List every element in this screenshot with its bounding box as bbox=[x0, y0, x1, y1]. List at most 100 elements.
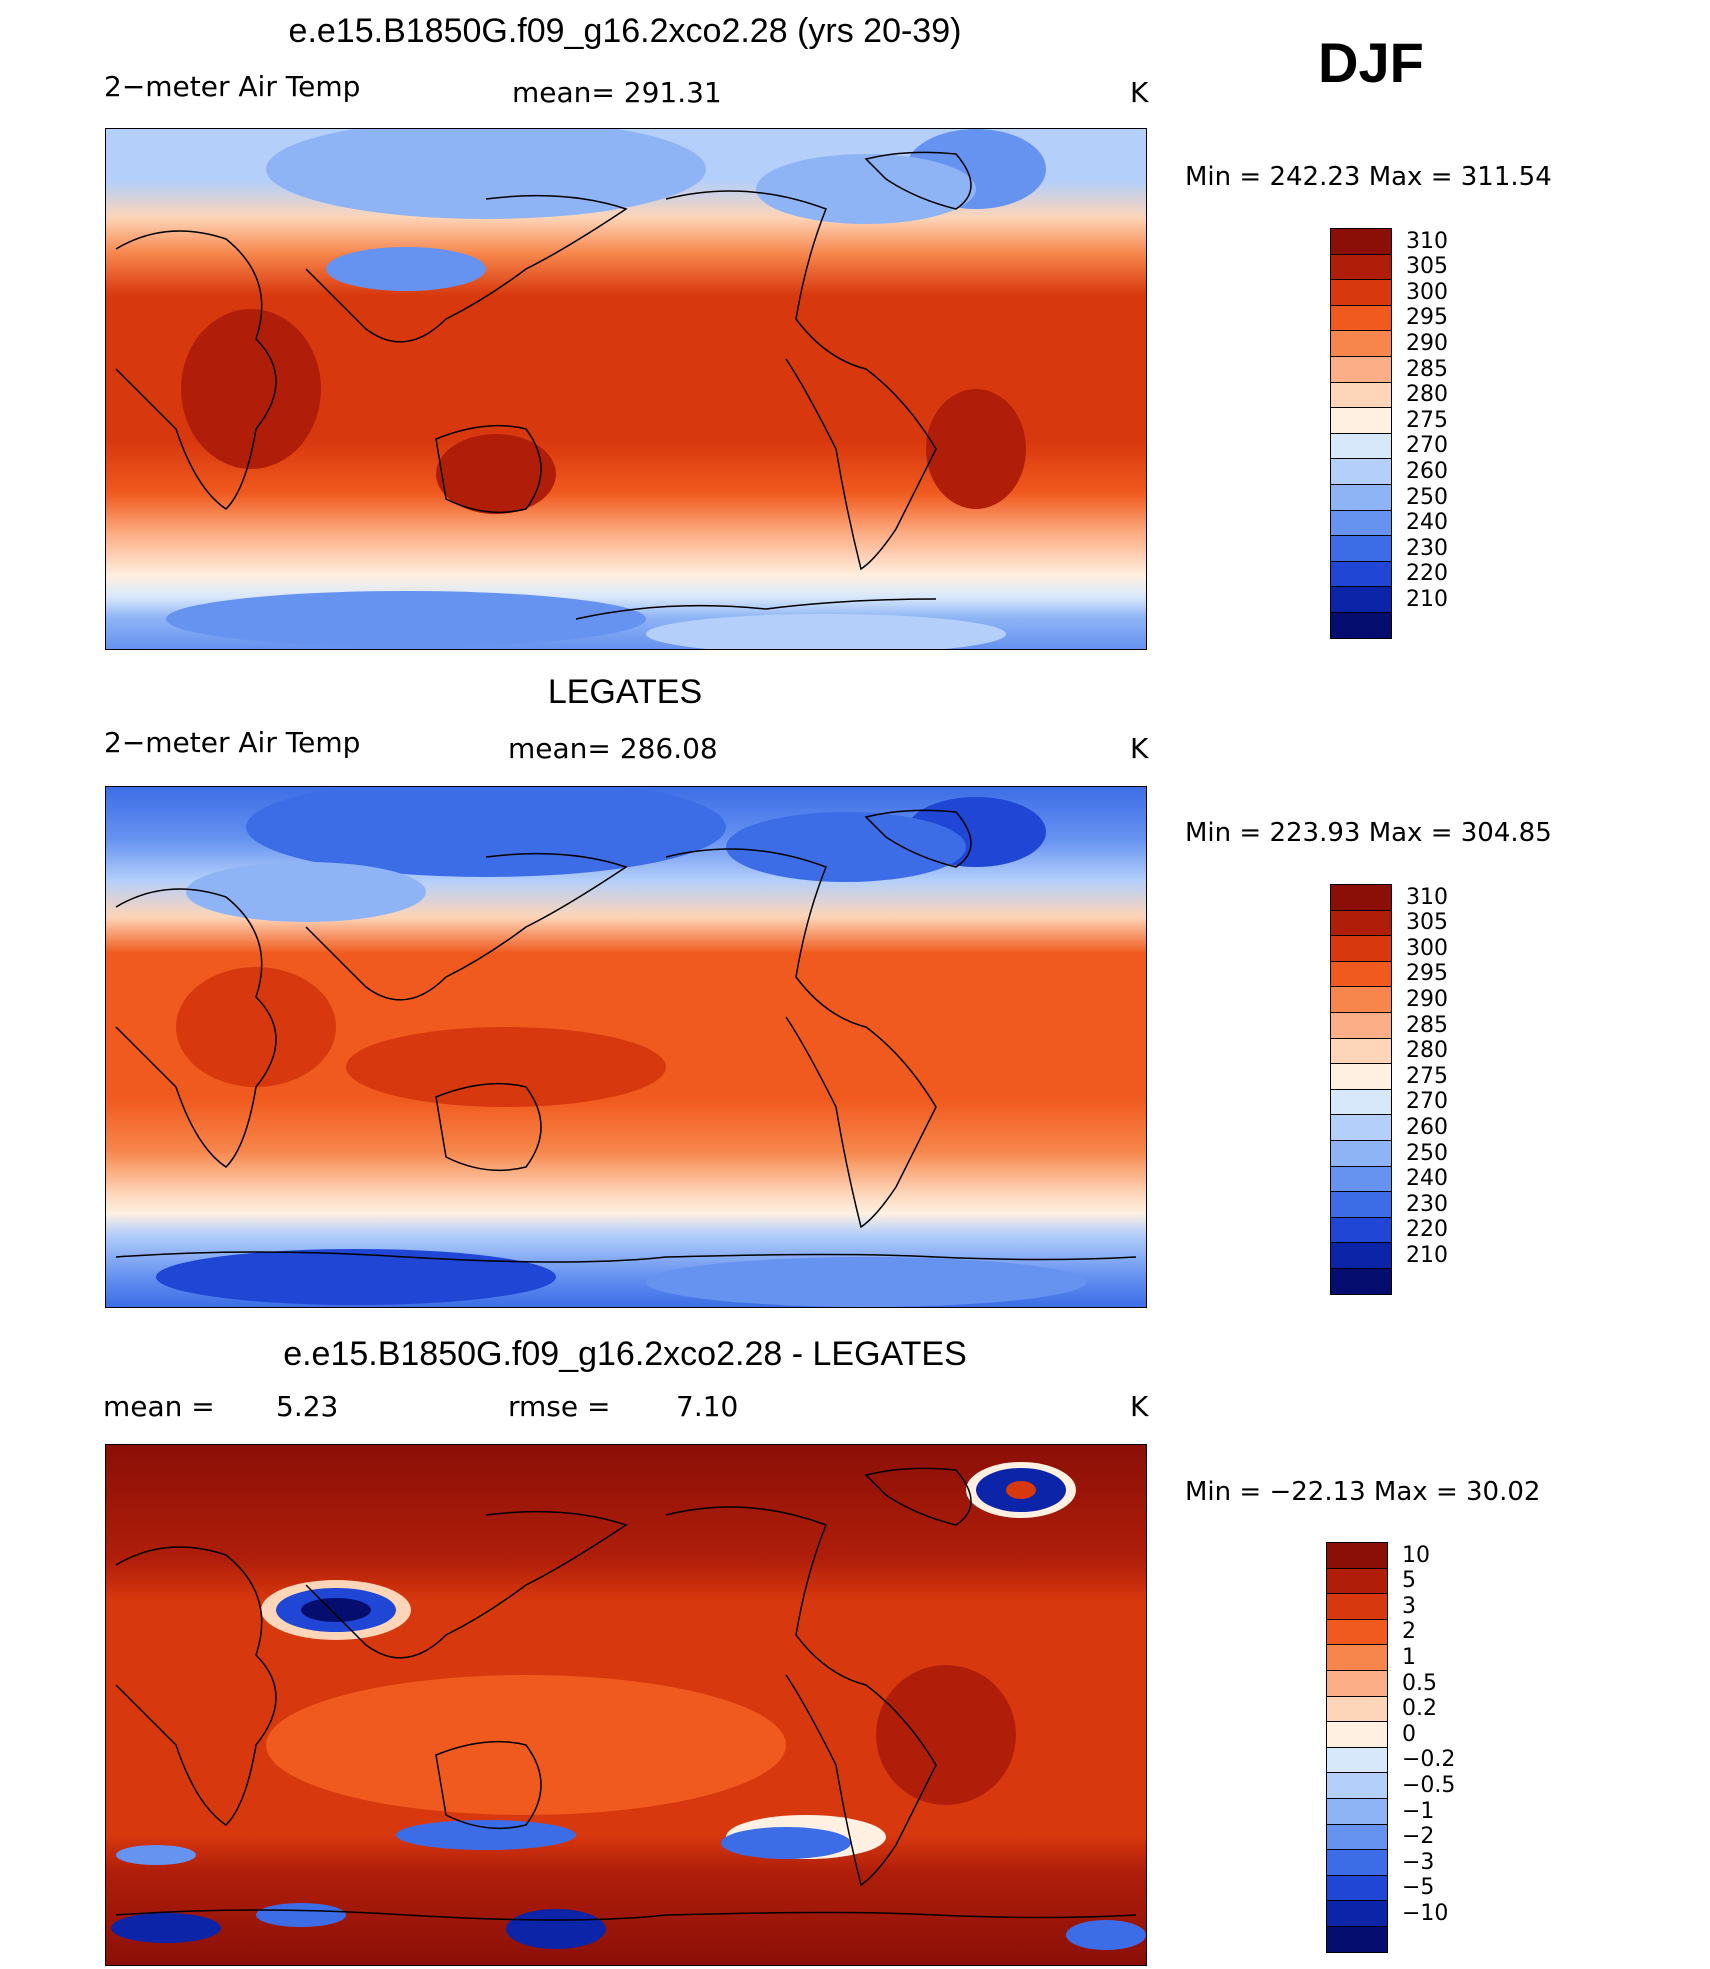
antarctic-cold-1 bbox=[156, 1249, 556, 1305]
colorbar-label: 260 bbox=[1406, 459, 1448, 484]
colorbar-swatch bbox=[1330, 535, 1392, 563]
colorbar-swatch bbox=[1330, 253, 1392, 281]
panel-2-coastlines bbox=[115, 809, 1137, 1263]
panel-3-map-svg bbox=[106, 1445, 1146, 1965]
colorbar-swatch bbox=[1330, 1191, 1392, 1219]
panel-3-rmse-label: rmse = bbox=[508, 1390, 611, 1423]
coast-americas bbox=[665, 1506, 937, 1887]
antarctic-cold-1 bbox=[166, 591, 646, 647]
europe-cool bbox=[186, 862, 426, 922]
colorbar-label: 310 bbox=[1406, 228, 1448, 254]
colorbar-label: 230 bbox=[1406, 535, 1448, 561]
panel-3-coastlines bbox=[115, 1467, 1137, 1921]
coast-antarctica bbox=[115, 1251, 1137, 1263]
colorbar-swatch bbox=[1330, 1114, 1392, 1142]
colorbar-label: −5 bbox=[1402, 1875, 1435, 1901]
colorbar-swatch bbox=[1330, 1012, 1392, 1040]
colorbar-label: 270 bbox=[1406, 1089, 1448, 1115]
colorbar-label: −3 bbox=[1402, 1849, 1435, 1875]
colorbar-label: −1 bbox=[1402, 1798, 1435, 1824]
panel-1-coastlines bbox=[115, 151, 972, 620]
colorbar-swatch bbox=[1330, 986, 1392, 1014]
colorbar-label: 210 bbox=[1406, 1243, 1448, 1268]
colorbar-label: 275 bbox=[1406, 1063, 1448, 1089]
coast-asia bbox=[305, 194, 628, 343]
colorbar-swatch bbox=[1326, 1900, 1388, 1928]
colorbar-swatch bbox=[1330, 884, 1392, 912]
antarctic-cold-2 bbox=[646, 614, 1006, 649]
coast-australia bbox=[435, 1082, 542, 1172]
colorbar-swatch bbox=[1330, 407, 1392, 435]
colorbar-swatch bbox=[1326, 1823, 1388, 1851]
panel-2-title: LEGATES bbox=[547, 673, 703, 711]
colorbar-swatch bbox=[1326, 1542, 1388, 1570]
colorbar-label: 300 bbox=[1406, 279, 1448, 305]
coast-antarctica bbox=[115, 1909, 1137, 1921]
panel-3-units: K bbox=[1130, 1390, 1149, 1423]
colorbar-swatch bbox=[1330, 1037, 1392, 1065]
colorbar-label: 260 bbox=[1406, 1115, 1448, 1140]
colorbar-label: 300 bbox=[1406, 935, 1448, 961]
colorbar-label: 310 bbox=[1406, 884, 1448, 910]
colorbar-label: 285 bbox=[1406, 1012, 1448, 1038]
colorbar-swatch bbox=[1330, 356, 1392, 384]
panel-1-features bbox=[166, 129, 1046, 649]
colorbar-swatch bbox=[1330, 935, 1392, 963]
colorbar-label: 290 bbox=[1406, 331, 1448, 356]
panel-3-mean-label: mean = bbox=[103, 1390, 215, 1423]
colorbar-swatch bbox=[1326, 1670, 1388, 1698]
panel-2-features bbox=[156, 787, 1086, 1307]
colorbar-label: 240 bbox=[1406, 510, 1448, 536]
tibet-strong-negative bbox=[301, 1598, 371, 1622]
south-america-warm bbox=[876, 1665, 1016, 1805]
colorbar-swatch bbox=[1326, 1746, 1388, 1774]
colorbar-swatch bbox=[1330, 960, 1392, 988]
greenland-center bbox=[1006, 1481, 1036, 1499]
antarctic-negative-1 bbox=[111, 1913, 221, 1943]
colorbar-swatch bbox=[1330, 458, 1392, 486]
panel-3-rmse-value: 7.10 bbox=[676, 1390, 739, 1423]
coast-africa-europe bbox=[115, 230, 277, 510]
panel-2-variable-label: 2−meter Air Temp bbox=[104, 726, 361, 759]
coast-greenland bbox=[864, 1467, 972, 1526]
colorbar-swatch bbox=[1326, 1874, 1388, 1902]
siberia-cold bbox=[266, 129, 706, 219]
siberia-cold bbox=[246, 787, 726, 877]
coast-antarctica bbox=[575, 598, 937, 620]
colorbar-swatch bbox=[1330, 304, 1392, 332]
colorbar-label: 240 bbox=[1406, 1166, 1448, 1192]
colorbar-label: 210 bbox=[1406, 587, 1448, 612]
colorbar-swatch bbox=[1330, 509, 1392, 537]
panel-3-title: e.e15.B1850G.f09_g16.2xco2.28 - LEGATES bbox=[283, 1335, 967, 1373]
colorbar-swatch bbox=[1330, 1063, 1392, 1091]
colorbar-swatch bbox=[1326, 1772, 1388, 1800]
coast-asia bbox=[305, 1510, 628, 1659]
coast-greenland bbox=[864, 151, 972, 210]
canada-cold bbox=[756, 154, 976, 224]
colorbar-label: 2 bbox=[1402, 1619, 1416, 1645]
coast-australia bbox=[435, 424, 542, 514]
tibet-cold bbox=[326, 247, 486, 291]
colorbar-swatch bbox=[1326, 1618, 1388, 1646]
colorbar-swatch bbox=[1326, 1926, 1388, 1954]
colorbar-label: −10 bbox=[1402, 1901, 1449, 1926]
colorbar-label: 295 bbox=[1406, 305, 1448, 331]
colorbar-swatch bbox=[1330, 1088, 1392, 1116]
colorbar-label: 305 bbox=[1406, 254, 1448, 280]
coast-greenland bbox=[864, 809, 972, 868]
colorbar-label: −2 bbox=[1402, 1824, 1435, 1850]
panel-1-mean-label: mean= 291.31 bbox=[512, 76, 722, 109]
colorbar-swatch bbox=[1330, 586, 1392, 614]
colorbar-swatch bbox=[1326, 1695, 1388, 1723]
indopacific-warm bbox=[346, 1027, 666, 1107]
colorbar-swatch bbox=[1330, 560, 1392, 588]
colorbar-label: 0 bbox=[1402, 1721, 1416, 1747]
colorbar-swatch bbox=[1326, 1721, 1388, 1749]
southern-ocean-negative bbox=[396, 1820, 576, 1850]
colorbar-label: −0.5 bbox=[1402, 1773, 1456, 1798]
colorbar-swatch bbox=[1330, 228, 1392, 256]
colorbar-swatch bbox=[1330, 1242, 1392, 1270]
antarctic-cold-2 bbox=[646, 1257, 1086, 1307]
colorbar-swatch bbox=[1330, 612, 1392, 640]
colorbar-swatch bbox=[1326, 1644, 1388, 1672]
